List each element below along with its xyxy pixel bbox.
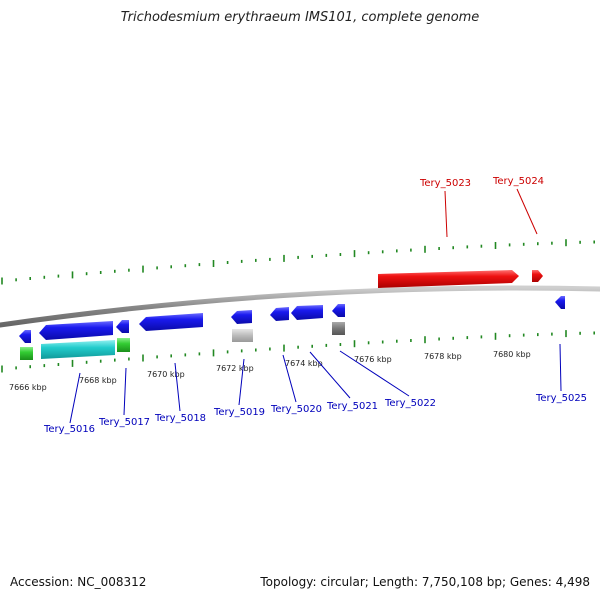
scale-label-7672: 7672 kbp: [216, 364, 254, 373]
leader-line-tery-5018: [174, 362, 181, 412]
gene-feature-tery-5019[interactable]: [231, 310, 252, 324]
leader-line-tery-5024: [516, 188, 538, 235]
scale-label-7666: 7666 kbp: [9, 383, 47, 392]
gene-label-tery-5018[interactable]: Tery_5018: [154, 413, 206, 424]
gene-label-tery-5025[interactable]: Tery_5025: [535, 393, 587, 404]
rna-feature-dark[interactable]: [332, 322, 345, 335]
leader-line-tery-5019: [238, 358, 245, 406]
scale-label-7674: 7674 kbp: [285, 359, 323, 368]
feature-track-3: [20, 322, 345, 360]
gene-feature-tery-5017[interactable]: [116, 320, 129, 333]
forward-tick-track: [1, 239, 596, 285]
gene-feature-tery-5020[interactable]: [270, 307, 289, 321]
pseudo-feature-grey[interactable]: [232, 329, 253, 342]
gene-feature-tery-5021[interactable]: [291, 305, 323, 320]
gene-feature-tery-5024[interactable]: [532, 270, 543, 282]
leader-line-tery-5023: [444, 190, 448, 238]
scale-label-7676: 7676 kbp: [354, 355, 392, 364]
gene-feature-tery-5022[interactable]: [332, 304, 345, 317]
cds-feature-cyan[interactable]: [41, 340, 115, 359]
gene-label-tery-5020[interactable]: Tery_5020: [270, 404, 322, 415]
reverse-tick-track: [1, 330, 596, 373]
page-title: Trichodesmium erythraeum IMS101, complet…: [120, 10, 480, 25]
cds-feature-green-1[interactable]: [20, 347, 33, 360]
genome-stats-footer: Topology: circular; Length: 7,750,108 bp…: [260, 575, 590, 589]
gene-label-tery-5021[interactable]: Tery_5021: [326, 401, 378, 412]
scale-label-7678: 7678 kbp: [424, 352, 462, 361]
scale-label-7680: 7680 kbp: [493, 350, 531, 359]
forward-strand-genes: [378, 270, 543, 288]
accession-footer: Accession: NC_008312: [10, 575, 147, 589]
leader-line-tery-5016: [69, 372, 81, 424]
leader-line-tery-5025: [559, 343, 562, 392]
gene-label-tery-5017[interactable]: Tery_5017: [98, 417, 150, 428]
gene-feature-tery-5018[interactable]: [139, 313, 203, 331]
label-leader-lines: [69, 188, 562, 424]
leader-line-tery-5022: [339, 350, 410, 397]
cds-feature-green-2[interactable]: [117, 338, 130, 352]
gene-feature-tery-5016[interactable]: [39, 321, 113, 340]
reverse-strand-genes: [19, 296, 565, 343]
leader-line-tery-5020: [282, 354, 297, 403]
gene-label-tery-5022[interactable]: Tery_5022: [384, 398, 436, 409]
genome-backbone: [0, 285, 600, 328]
scale-labels: 7666 kbp 7668 kbp 7670 kbp 7672 kbp 7674…: [9, 350, 531, 392]
gene-label-tery-5024[interactable]: Tery_5024: [492, 176, 544, 187]
gene-feature-tery-5025[interactable]: [555, 296, 565, 309]
scale-label-7670: 7670 kbp: [147, 370, 185, 379]
gene-label-tery-5023[interactable]: Tery_5023: [419, 178, 471, 189]
gene-label-tery-5019[interactable]: Tery_5019: [213, 407, 265, 418]
gene-feature-tery-5023[interactable]: [378, 270, 519, 288]
leader-line-tery-5021: [309, 351, 351, 399]
gene-label-tery-5016[interactable]: Tery_5016: [43, 424, 95, 435]
gene-feature-tery-5016a[interactable]: [19, 330, 31, 343]
scale-label-7668: 7668 kbp: [79, 376, 117, 385]
leader-line-tery-5017: [123, 367, 127, 416]
gene-labels: Tery_5023 Tery_5024 Tery_5016 Tery_5017 …: [43, 176, 587, 435]
